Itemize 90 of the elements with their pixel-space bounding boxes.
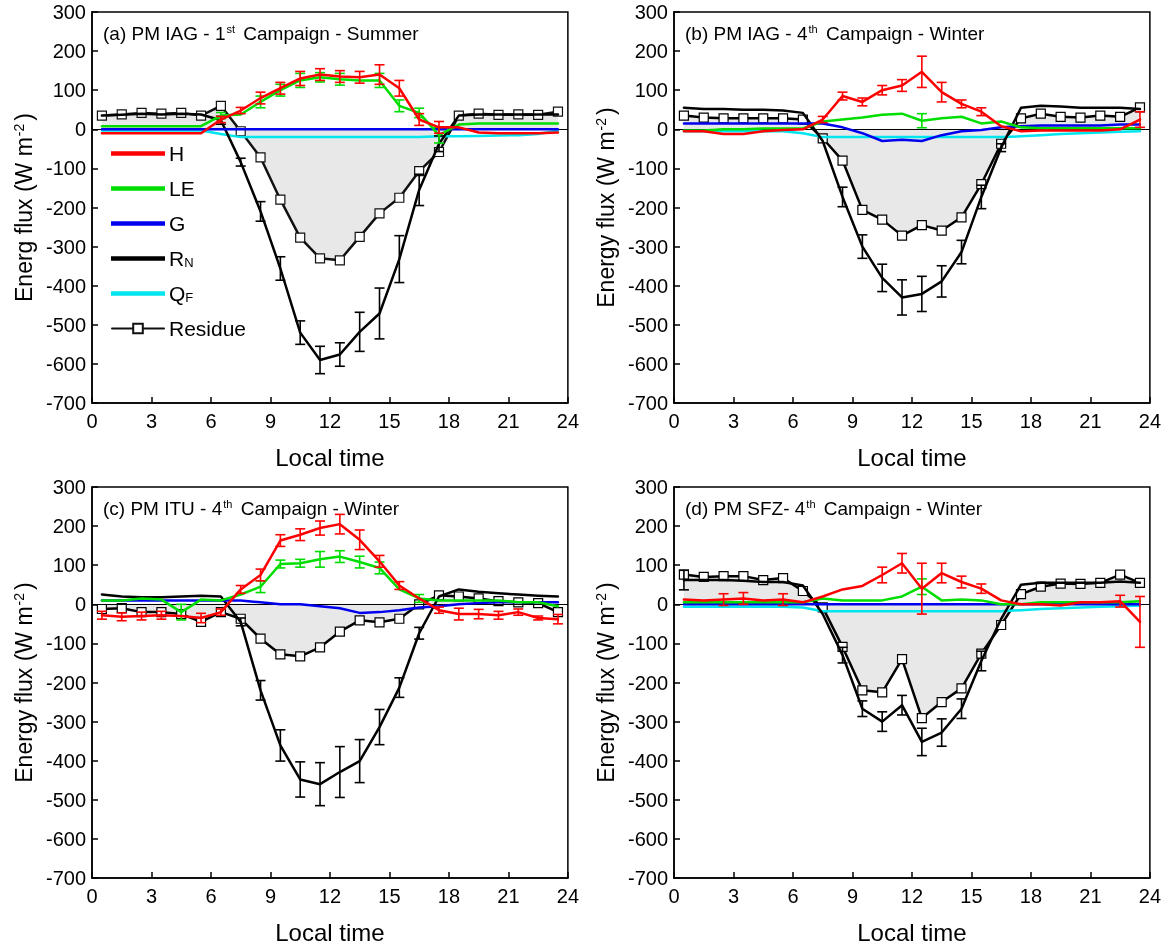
x-tick-label: 9 — [846, 885, 859, 907]
y-tick-label: 200 — [52, 515, 86, 538]
x-tick-label: 6 — [205, 885, 217, 907]
y-tick-label: 0 — [656, 118, 668, 141]
y-tick-label: -400 — [627, 749, 668, 772]
y-tick-label: -100 — [627, 632, 668, 655]
x-axis-title: Local time — [857, 443, 967, 471]
x-tick-label: 6 — [205, 410, 217, 432]
y-tick-label: -600 — [45, 352, 86, 375]
y-tick-label: 300 — [52, 476, 86, 498]
x-tick-label: 12 — [900, 885, 924, 907]
x-tick-label: 15 — [960, 885, 983, 907]
x-tick-label: 24 — [556, 885, 579, 907]
x-tick-label: 24 — [1138, 885, 1161, 907]
x-tick-label: 3 — [145, 885, 158, 907]
x-tick-label: 18 — [437, 885, 461, 907]
x-tick-label: 3 — [145, 410, 158, 432]
y-tick-label: 100 — [634, 79, 668, 102]
y-tick-label: -200 — [627, 671, 668, 694]
x-tick-label: 18 — [1019, 410, 1043, 432]
x-tick-label: 21 — [497, 885, 520, 907]
y-tick-label: -600 — [45, 827, 86, 850]
x-tick-label: 12 — [318, 885, 342, 907]
y-axis-title: Energy flux (W m-2) — [592, 107, 619, 308]
y-tick-label: 100 — [52, 79, 86, 102]
y-tick-label: -200 — [45, 196, 86, 219]
y-tick-label: -400 — [45, 274, 86, 297]
y-tick-label: 300 — [52, 1, 86, 23]
y-tick-label: -100 — [45, 632, 86, 655]
y-tick-label: -600 — [627, 352, 668, 375]
y-tick-label: -700 — [627, 867, 668, 889]
legend-label: RN — [169, 247, 194, 270]
y-tick-label: -200 — [45, 671, 86, 694]
x-tick-label: 9 — [264, 410, 277, 432]
y-tick-label: 200 — [52, 40, 86, 63]
y-axis-title: Energy flux (W m-2) — [592, 582, 619, 783]
legend-label: Residue — [169, 317, 247, 340]
legend-label: LE — [169, 177, 195, 200]
x-tick-label: 9 — [846, 410, 859, 432]
x-tick-label: 3 — [727, 410, 740, 432]
x-tick-label: 24 — [556, 410, 579, 432]
x-tick-label: 21 — [1079, 410, 1102, 432]
y-tick-label: -400 — [45, 749, 86, 772]
y-axis-title: Energ flux (W m-2) — [10, 113, 37, 302]
x-tick-label: 21 — [497, 410, 520, 432]
y-tick-label: 100 — [52, 554, 86, 577]
x-tick-label: 12 — [900, 410, 924, 432]
x-tick-label: 21 — [1079, 885, 1102, 907]
y-tick-label: 300 — [634, 476, 668, 498]
x-tick-label: 9 — [264, 885, 277, 907]
y-tick-label: -100 — [45, 157, 86, 180]
y-tick-label: -600 — [627, 827, 668, 850]
y-tick-label: -300 — [627, 235, 668, 258]
y-tick-label: -200 — [627, 196, 668, 219]
y-tick-label: 200 — [634, 40, 668, 63]
x-tick-label: 6 — [787, 885, 799, 907]
x-tick-label: 6 — [787, 410, 799, 432]
legend-label: QF — [169, 282, 194, 305]
x-tick-label: 15 — [378, 885, 401, 907]
y-tick-label: -700 — [45, 867, 86, 889]
y-tick-label: 300 — [634, 1, 668, 23]
y-tick-label: -700 — [45, 392, 86, 414]
y-tick-label: 200 — [634, 515, 668, 538]
y-tick-label: -500 — [627, 313, 668, 336]
x-axis-title: Local time — [857, 918, 967, 946]
y-tick-label: 100 — [634, 554, 668, 577]
y-tick-label: -700 — [627, 392, 668, 414]
y-tick-label: 0 — [656, 593, 668, 616]
y-tick-label: -400 — [627, 274, 668, 297]
x-axis-title: Local time — [275, 918, 385, 946]
y-tick-label: 0 — [74, 593, 86, 616]
y-tick-label: -300 — [45, 710, 86, 733]
x-tick-label: 24 — [1138, 410, 1161, 432]
x-tick-label: 3 — [727, 885, 740, 907]
x-axis-title: Local time — [275, 443, 385, 471]
y-tick-label: -300 — [45, 235, 86, 258]
x-tick-label: 15 — [378, 410, 401, 432]
y-tick-label: -500 — [45, 788, 86, 811]
legend-label: G — [169, 212, 186, 235]
y-tick-label: -500 — [627, 788, 668, 811]
x-tick-label: 18 — [1019, 885, 1043, 907]
y-tick-label: 0 — [74, 118, 86, 141]
x-tick-label: 18 — [437, 410, 461, 432]
x-tick-label: 15 — [960, 410, 983, 432]
y-tick-label: -500 — [45, 313, 86, 336]
y-axis-title: Energy flux (W m-2) — [10, 582, 37, 783]
legend-label: H — [169, 142, 185, 165]
x-tick-label: 12 — [318, 410, 342, 432]
y-tick-label: -100 — [627, 157, 668, 180]
y-tick-label: -300 — [627, 710, 668, 733]
